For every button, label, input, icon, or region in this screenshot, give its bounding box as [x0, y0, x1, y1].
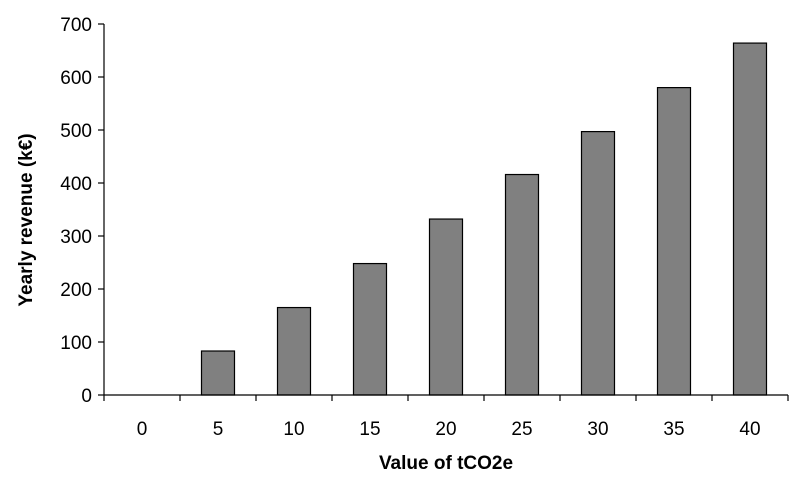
x-tick-label: 5 [213, 419, 224, 440]
x-tick-label: 20 [435, 419, 456, 440]
y-axis-title: Yearly revenue (k€) [16, 133, 37, 306]
bar-15 [352, 262, 388, 396]
bar-30 [580, 130, 616, 396]
x-tick-label: 15 [359, 419, 380, 440]
bar-35 [656, 86, 692, 396]
y-tick-label: 300 [60, 227, 92, 248]
bars-group [200, 42, 768, 396]
x-tick-label: 0 [137, 419, 148, 440]
bar-5 [200, 350, 236, 396]
x-tick-labels: 0 5 10 15 20 25 30 35 40 [137, 419, 761, 440]
y-tick-label: 500 [60, 121, 92, 142]
x-tick-label: 10 [283, 419, 304, 440]
y-tick-labels: 0 100 200 300 400 500 600 700 [60, 15, 92, 407]
y-tick-label: 100 [60, 333, 92, 354]
x-tick-label: 35 [663, 419, 684, 440]
x-axis-title: Value of tCO2e [379, 453, 513, 474]
y-tick-label: 700 [60, 15, 92, 36]
x-tick-label: 40 [739, 419, 760, 440]
x-tick-label: 30 [587, 419, 608, 440]
y-tick-label: 200 [60, 280, 92, 301]
bar-25 [504, 173, 540, 396]
y-tick-label: 400 [60, 174, 92, 195]
y-tick-label: 600 [60, 68, 92, 89]
x-tick-label: 25 [511, 419, 532, 440]
y-tick-label: 0 [81, 386, 92, 407]
axes-group [98, 23, 789, 401]
bar-20 [428, 218, 464, 396]
bar-40 [732, 42, 768, 396]
bar-10 [276, 306, 312, 396]
